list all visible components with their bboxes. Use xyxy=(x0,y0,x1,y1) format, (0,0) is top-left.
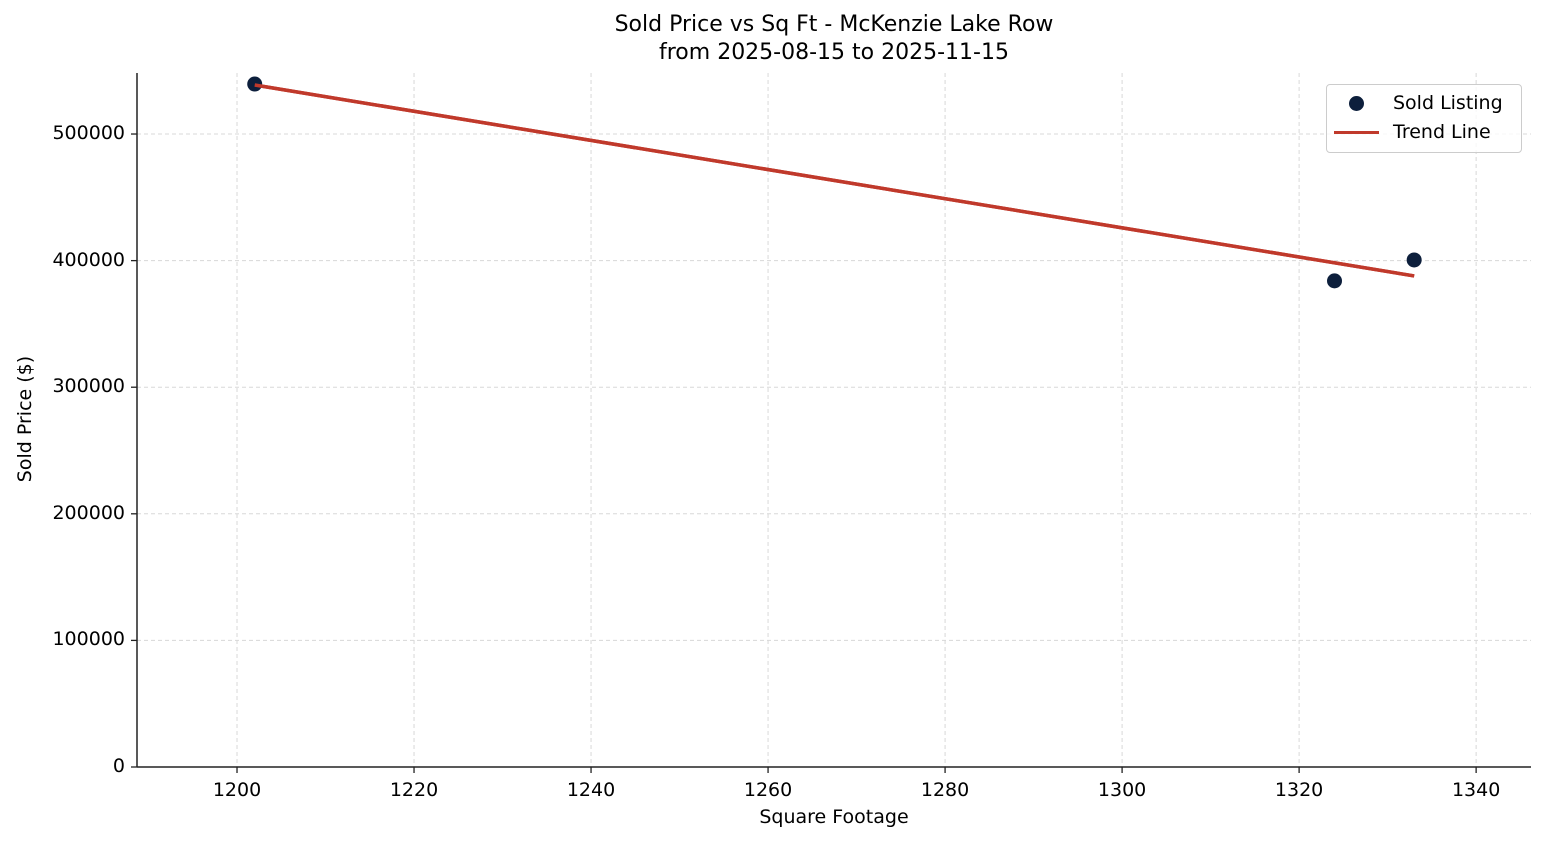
trend-line-overlay xyxy=(254,83,1415,278)
y-tick-label: 200000 xyxy=(52,501,125,524)
y-tick-label: 400000 xyxy=(52,248,125,271)
x-tick-label: 1340 xyxy=(1451,779,1501,801)
x-tick-label: 1280 xyxy=(920,779,970,801)
chart-title: Sold Price vs Sq Ft - McKenzie Lake Row xyxy=(614,12,1054,37)
data-point xyxy=(247,76,263,92)
x-tick-label: 1240 xyxy=(566,779,616,801)
legend-marker-line-icon xyxy=(1334,130,1379,134)
x-tick-label: 1320 xyxy=(1274,779,1324,801)
y-tick-label: 500000 xyxy=(52,122,125,145)
legend: Sold Listing Trend Line xyxy=(1326,84,1522,153)
x-tick-label: 1220 xyxy=(389,779,439,801)
data-point xyxy=(1406,252,1422,268)
x-axis-label: Square Footage xyxy=(759,806,909,828)
y-tick-label: 100000 xyxy=(52,628,125,651)
x-tick-label: 1200 xyxy=(212,779,262,801)
legend-label-trend-line: Trend Line xyxy=(1393,121,1491,143)
x-tick-label: 1260 xyxy=(743,779,793,801)
legend-label-sold-listing: Sold Listing xyxy=(1393,92,1503,114)
y-tick-label: 300000 xyxy=(52,375,125,398)
y-tick-label: 0 xyxy=(112,755,125,777)
x-tick-label: 1300 xyxy=(1097,779,1147,801)
y-axis-label: Sold Price ($) xyxy=(14,355,36,483)
data-point xyxy=(1327,273,1343,289)
chart-subtitle: from 2025-08-15 to 2025-11-15 xyxy=(659,40,1009,65)
legend-marker-dot-icon xyxy=(1349,95,1364,111)
